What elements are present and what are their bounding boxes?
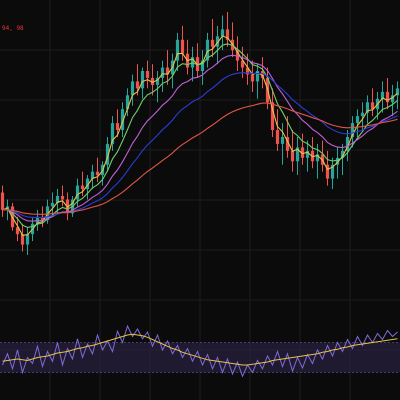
candle-body: [290, 150, 295, 162]
candle-body: [360, 112, 365, 117]
candle-body: [245, 67, 250, 75]
candle-body: [175, 39, 180, 61]
candle-body: [130, 81, 135, 96]
candle-body: [50, 202, 55, 207]
candle-body: [335, 157, 340, 165]
candle-body: [105, 143, 110, 165]
candle-body: [125, 95, 130, 110]
candle-body: [155, 77, 160, 85]
candle-body: [225, 29, 230, 40]
candle-body: [220, 29, 225, 37]
candle-body: [295, 147, 300, 162]
oscillator-line: [2, 333, 398, 366]
candle-body: [345, 136, 350, 151]
candle-body: [135, 81, 140, 89]
candle-body: [395, 88, 400, 96]
oscillator-line: [2, 324, 398, 378]
candle-body: [180, 39, 185, 54]
candle-body: [305, 150, 310, 158]
moving-averages: [2, 35, 398, 236]
candle-body: [15, 227, 20, 235]
candle-body: [355, 116, 360, 124]
candle-body: [280, 136, 285, 144]
candle-body: [110, 123, 115, 144]
moving-average-line: [2, 43, 398, 228]
candle-body: [90, 171, 95, 179]
candle-body: [200, 60, 205, 72]
candle-body: [330, 164, 335, 179]
candle-body: [55, 195, 60, 203]
candle-body: [260, 71, 265, 78]
candle-body: [150, 77, 155, 85]
candle-body: [25, 234, 30, 245]
candle-body: [315, 154, 320, 162]
candle-body: [75, 185, 80, 200]
price-label: 94, 98: [2, 25, 24, 32]
candle-body: [370, 102, 375, 110]
candle-body: [365, 102, 370, 113]
candle-body: [340, 150, 345, 158]
candle-body: [390, 95, 395, 103]
candle-body: [205, 39, 210, 61]
candle-body: [325, 164, 330, 179]
candle-body: [95, 171, 100, 176]
candle-body: [120, 109, 125, 131]
candle-body: [275, 130, 280, 144]
candle-body: [235, 50, 240, 61]
candle-body: [240, 60, 245, 68]
candle-body: [285, 136, 290, 151]
candle-body: [140, 71, 145, 89]
candle-body: [380, 91, 385, 99]
candle-body: [80, 185, 85, 190]
candle-body: [40, 216, 45, 221]
candle-body: [250, 74, 255, 82]
candle-body: [165, 67, 170, 75]
candle-body: [385, 91, 390, 103]
candle-body: [85, 178, 90, 190]
candle-body: [215, 36, 220, 47]
candle-body: [0, 192, 5, 210]
moving-average-line: [2, 102, 398, 215]
candle-body: [20, 234, 25, 245]
candle-body: [255, 71, 260, 82]
candle-body: [350, 123, 355, 137]
candle-body: [145, 71, 150, 78]
candle-body: [60, 195, 65, 200]
candle-body: [270, 102, 275, 131]
candle-body: [160, 67, 165, 78]
oscillator-panel: [0, 324, 400, 378]
candle-body: [300, 147, 305, 158]
candle-body: [210, 39, 215, 47]
candle-body: [115, 123, 120, 131]
